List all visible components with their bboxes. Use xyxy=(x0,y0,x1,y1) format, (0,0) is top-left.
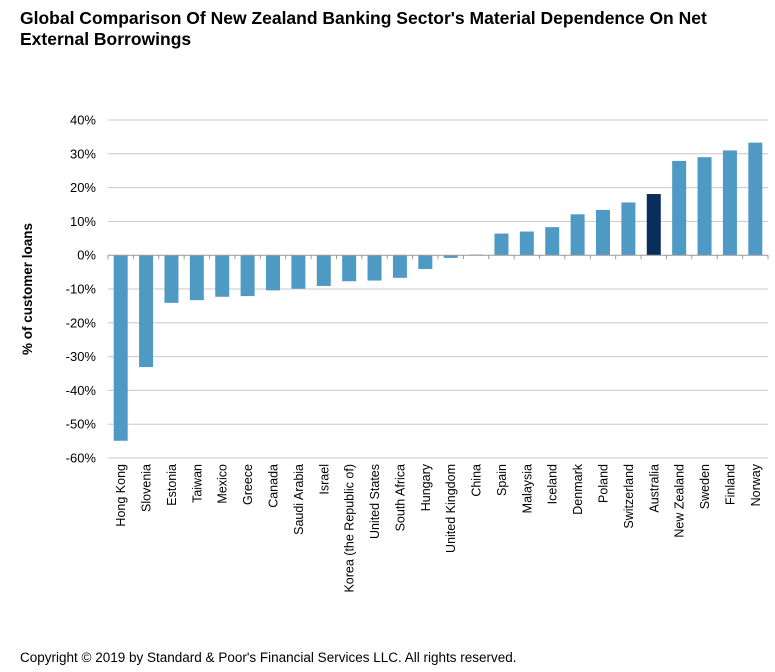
x-tick-label: New Zealand xyxy=(673,464,687,538)
y-tick-label: -10% xyxy=(66,282,97,297)
x-tick-label: Canada xyxy=(267,464,281,508)
bar-saudi-arabia xyxy=(291,255,306,289)
bar-finland xyxy=(722,150,737,256)
bar-estonia xyxy=(164,255,179,303)
x-tick-label: Poland xyxy=(597,464,611,503)
bar-new-zealand xyxy=(672,160,687,256)
x-tick-label: Iceland xyxy=(546,464,560,504)
y-tick-label: -60% xyxy=(66,451,97,466)
bar-iceland xyxy=(545,227,560,256)
bar-hungary xyxy=(418,255,433,270)
y-tick-label: 0% xyxy=(77,248,96,263)
x-tick-label: Denmark xyxy=(571,463,585,514)
x-tick-label: China xyxy=(470,464,484,497)
x-tick-label: Switzerland xyxy=(622,464,636,529)
y-tick-label: -50% xyxy=(66,417,97,432)
x-tick-label: Sweden xyxy=(698,464,712,509)
bar-korea-the-republic-of- xyxy=(342,255,357,282)
bar-denmark xyxy=(570,214,585,256)
x-tick-label: Israel xyxy=(317,464,331,495)
bar-south-africa xyxy=(392,255,407,278)
x-tick-label: Slovenia xyxy=(140,464,154,512)
bar-poland xyxy=(596,209,610,256)
x-tick-label: Norway xyxy=(749,463,763,506)
y-tick-label: 20% xyxy=(70,180,96,195)
x-tick-label: South Africa xyxy=(393,464,407,531)
bar-united-states xyxy=(367,255,382,281)
y-tick-label: 30% xyxy=(70,146,96,161)
x-tick-label: Malaysia xyxy=(520,464,534,513)
y-tick-label: -20% xyxy=(66,315,97,330)
bar-switzerland xyxy=(621,202,636,256)
bar-hong-kong xyxy=(113,255,128,441)
y-tick-label: 10% xyxy=(70,214,96,229)
bar-australia xyxy=(646,194,661,256)
bar-canada xyxy=(266,255,280,291)
y-tick-label: -30% xyxy=(66,349,97,364)
x-tick-label: United Kingdom xyxy=(444,464,458,553)
x-tick-label: Hungary xyxy=(419,463,433,511)
y-tick-label: 40% xyxy=(70,113,96,128)
bar-malaysia xyxy=(519,231,534,256)
bar-slovenia xyxy=(139,255,154,368)
copyright-text: Copyright © 2019 by Standard & Poor's Fi… xyxy=(20,650,517,665)
bar-norway xyxy=(748,142,763,256)
x-tick-label: Finland xyxy=(723,464,737,505)
x-tick-label: Taiwan xyxy=(190,464,204,503)
chart-title: Global Comparison Of New Zealand Banking… xyxy=(20,8,707,49)
bar-sweden xyxy=(697,157,712,256)
y-axis-label: % of customer loans xyxy=(20,223,35,355)
x-tick-label: Australia xyxy=(647,464,661,513)
bar-united-kingdom xyxy=(443,255,458,258)
bar-taiwan xyxy=(189,255,204,301)
x-tick-label: Spain xyxy=(495,464,509,496)
bar-mexico xyxy=(215,255,230,297)
x-tick-label: Greece xyxy=(241,464,255,505)
bar-greece xyxy=(240,255,255,297)
x-tick-label: United States xyxy=(368,464,382,539)
x-tick-label: Mexico xyxy=(216,464,230,504)
bar-spain xyxy=(494,233,509,256)
x-tick-label: Saudi Arabia xyxy=(292,464,306,535)
bar-israel xyxy=(316,255,331,286)
x-tick-label: Hong Kong xyxy=(114,464,128,527)
x-tick-label: Korea (the Republic of) xyxy=(343,464,357,593)
y-tick-label: -40% xyxy=(66,383,97,398)
x-tick-label: Estonia xyxy=(165,464,179,506)
